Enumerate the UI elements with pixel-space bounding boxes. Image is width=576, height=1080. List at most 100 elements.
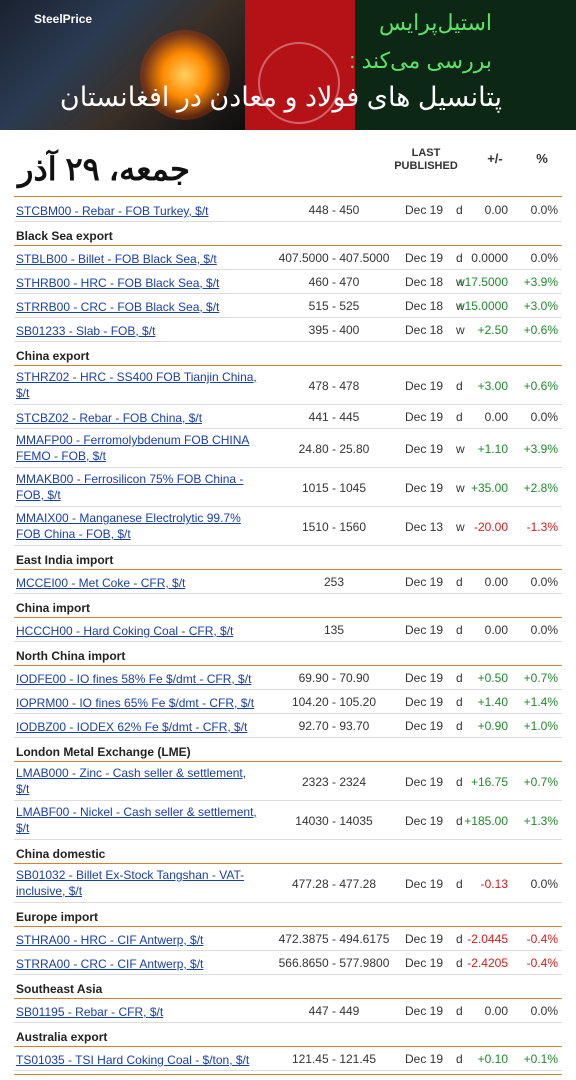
table-row: STRRA00 - CRC - CIF Antwerp, $/t 566.8650… xyxy=(14,951,562,975)
price-link[interactable]: MMAKB00 - Ferrosilicon 75% FOB China - FO… xyxy=(16,471,268,503)
price-change: 0.00 xyxy=(484,410,508,424)
price-range: 253 xyxy=(323,575,345,589)
price-link[interactable]: STCBZ02 - Rebar - FOB China, $/t xyxy=(16,410,268,426)
price-link[interactable]: MMAFP00 - Ferromolybdenum FOB CHINA FEMO … xyxy=(16,432,268,464)
price-link[interactable]: SB01195 - Rebar - CFR, $/t xyxy=(16,1004,268,1020)
banner-line-3: پتانسیل های فولاد و معادن در افغانستان xyxy=(59,82,502,112)
section-header: Southeast Asia xyxy=(16,982,103,996)
published-date: Dec 19 xyxy=(404,671,444,685)
table-row: SB01233 - Slab - FOB, $/t 395 - 400 Dec 18… xyxy=(14,318,562,342)
price-link-line-1: STBLB00 - Billet - FOB Black Sea, $/t xyxy=(16,252,217,266)
published-date: Dec 19 xyxy=(404,932,444,946)
frequency-flag: d xyxy=(456,719,463,733)
frequency-flag: w xyxy=(456,481,465,495)
price-change: +17.5000 xyxy=(457,275,508,289)
frequency-flag: d xyxy=(456,379,463,393)
price-range: 407.5000 - 407.5000 xyxy=(278,251,390,265)
price-change: +0.90 xyxy=(477,719,508,733)
flag-green-stripe xyxy=(355,0,576,130)
table-row: IODFE00 - IO fines 58% Fe $/dmt - CFR, $… xyxy=(14,666,562,690)
frequency-flag: w xyxy=(456,275,465,289)
frequency-flag: d xyxy=(456,203,463,217)
header-divider xyxy=(14,196,562,197)
price-change: 0.00 xyxy=(484,1004,508,1018)
price-link[interactable]: LMABF00 - Nickel - Cash seller & settlem… xyxy=(16,804,268,836)
published-date: Dec 19 xyxy=(404,1004,444,1018)
price-link-line-1: IODBZ00 - IODEX 62% Fe $/dmt - CFR, $/t xyxy=(16,720,248,734)
price-link[interactable]: HCCCH00 - Hard Coking Coal - CFR, $/t xyxy=(16,623,268,639)
price-link-line-1: LMAB000 - Zinc - Cash seller & settlemen… xyxy=(16,766,247,780)
percent-change: +3.9% xyxy=(523,275,558,289)
percent-change: +1.4% xyxy=(523,695,558,709)
table-row: HCCCH00 - Hard Coking Coal - CFR, $/t 135… xyxy=(14,618,562,642)
price-link-line-2: $/t xyxy=(16,782,30,796)
percent-change: +0.1% xyxy=(523,1052,558,1066)
percent-change: -1.3% xyxy=(526,520,558,534)
price-link[interactable]: STCBM00 - Rebar - FOB Turkey, $/t xyxy=(16,203,268,219)
price-change: -2.0445 xyxy=(467,932,508,946)
price-range: 447 - 449 xyxy=(308,1004,360,1018)
section-divider xyxy=(14,998,562,999)
price-link[interactable]: STBLB00 - Billet - FOB Black Sea, $/t xyxy=(16,251,268,267)
frequency-flag: d xyxy=(456,251,463,265)
table-row: STCBZ02 - Rebar - FOB China, $/t 441 - 44… xyxy=(14,405,562,429)
price-range: 2323 - 2324 xyxy=(301,775,367,789)
price-link[interactable]: SB01032 - Billet Ex-Stock Tangshan - VAT… xyxy=(16,867,268,899)
percent-change: +0.7% xyxy=(523,775,558,789)
published-date: Dec 19 xyxy=(404,251,444,265)
section-header: Black Sea export xyxy=(16,229,113,243)
price-change: +16.75 xyxy=(470,775,508,789)
percent-change: 0.0% xyxy=(530,623,558,637)
published-date: Dec 19 xyxy=(404,575,444,589)
price-link[interactable]: LMAB000 - Zinc - Cash seller & settlemen… xyxy=(16,765,268,797)
table-row: MMAFP00 - Ferromolybdenum FOB CHINA FEMO … xyxy=(14,429,562,468)
price-change: +15.0000 xyxy=(457,299,508,313)
price-link[interactable]: TS01035 - TSI Hard Coking Coal - $/ton, … xyxy=(16,1052,268,1068)
price-link-line-1: STHRB00 - HRC - FOB Black Sea, $/t xyxy=(16,276,220,290)
table-row: IODBZ00 - IODEX 62% Fe $/dmt - CFR, $/t 9… xyxy=(14,714,562,738)
price-range: 14030 - 14035 xyxy=(295,814,373,828)
price-link[interactable]: STHRA00 - HRC - CIF Antwerp, $/t xyxy=(16,932,268,948)
price-link[interactable]: STRRB00 - CRC - FOB Black Sea, $/t xyxy=(16,299,268,315)
price-link[interactable]: IOPRM00 - IO fines 65% Fe $/dmt - CFR, $… xyxy=(16,695,268,711)
published-date: Dec 19 xyxy=(404,1052,444,1066)
price-change: -20.00 xyxy=(473,520,508,534)
percent-change: +0.6% xyxy=(523,379,558,393)
published-date: Dec 19 xyxy=(404,203,444,217)
banner-line-1: استیل‌پرایس xyxy=(378,10,492,35)
percent-change: 0.0% xyxy=(530,203,558,217)
price-link[interactable]: MMAIX00 - Manganese Electrolytic 99.7% FO… xyxy=(16,510,268,542)
price-link[interactable]: MCCEI00 - Met Coke - CFR, $/t xyxy=(16,575,268,591)
price-range: 24.80 - 25.80 xyxy=(298,442,370,456)
flag-emblem-icon xyxy=(258,42,340,124)
price-range: 92.70 - 93.70 xyxy=(298,719,370,733)
frequency-flag: w xyxy=(456,299,465,313)
price-link-line-1: STHRA00 - HRC - CIF Antwerp, $/t xyxy=(16,933,204,947)
price-link[interactable]: STHRB00 - HRC - FOB Black Sea, $/t xyxy=(16,275,268,291)
published-date: Dec 19 xyxy=(404,719,444,733)
price-change: +2.50 xyxy=(477,323,508,337)
section-divider xyxy=(14,617,562,618)
section-header: Europe import xyxy=(16,910,99,924)
price-link-line-2: FOB China - FOB, $/t xyxy=(16,527,131,541)
section-header: China domestic xyxy=(16,847,106,861)
table-row: STHRZ02 - HRC - SS400 FOB Tianjin China,… xyxy=(14,366,562,405)
price-link-line-2: $/t xyxy=(16,386,30,400)
published-date: Dec 18 xyxy=(404,323,444,337)
steelprice-logo: SteelPrice xyxy=(34,12,93,26)
page-date: جمعه، ۲۹ آذر xyxy=(18,151,190,187)
price-link[interactable]: SB01233 - Slab - FOB, $/t xyxy=(16,323,268,339)
price-link-line-1: STRRA00 - CRC - CIF Antwerp, $/t xyxy=(16,957,204,971)
price-link-line-1: STRRB00 - CRC - FOB Black Sea, $/t xyxy=(16,300,220,314)
price-range: 515 - 525 xyxy=(308,299,360,313)
table-row: TS01035 - TSI Hard Coking Coal - $/ton, … xyxy=(14,1047,562,1071)
price-link[interactable]: STHRZ02 - HRC - SS400 FOB Tianjin China,… xyxy=(16,369,268,401)
price-link[interactable]: IODBZ00 - IODEX 62% Fe $/dmt - CFR, $/t xyxy=(16,719,268,735)
price-link[interactable]: STRRA00 - CRC - CIF Antwerp, $/t xyxy=(16,956,268,972)
price-link[interactable]: IODFE00 - IO fines 58% Fe $/dmt - CFR, $… xyxy=(16,671,268,687)
percent-change: +0.6% xyxy=(523,323,558,337)
published-date: Dec 19 xyxy=(404,695,444,709)
frequency-flag: w xyxy=(456,323,465,337)
price-change: 0.00 xyxy=(484,203,508,217)
